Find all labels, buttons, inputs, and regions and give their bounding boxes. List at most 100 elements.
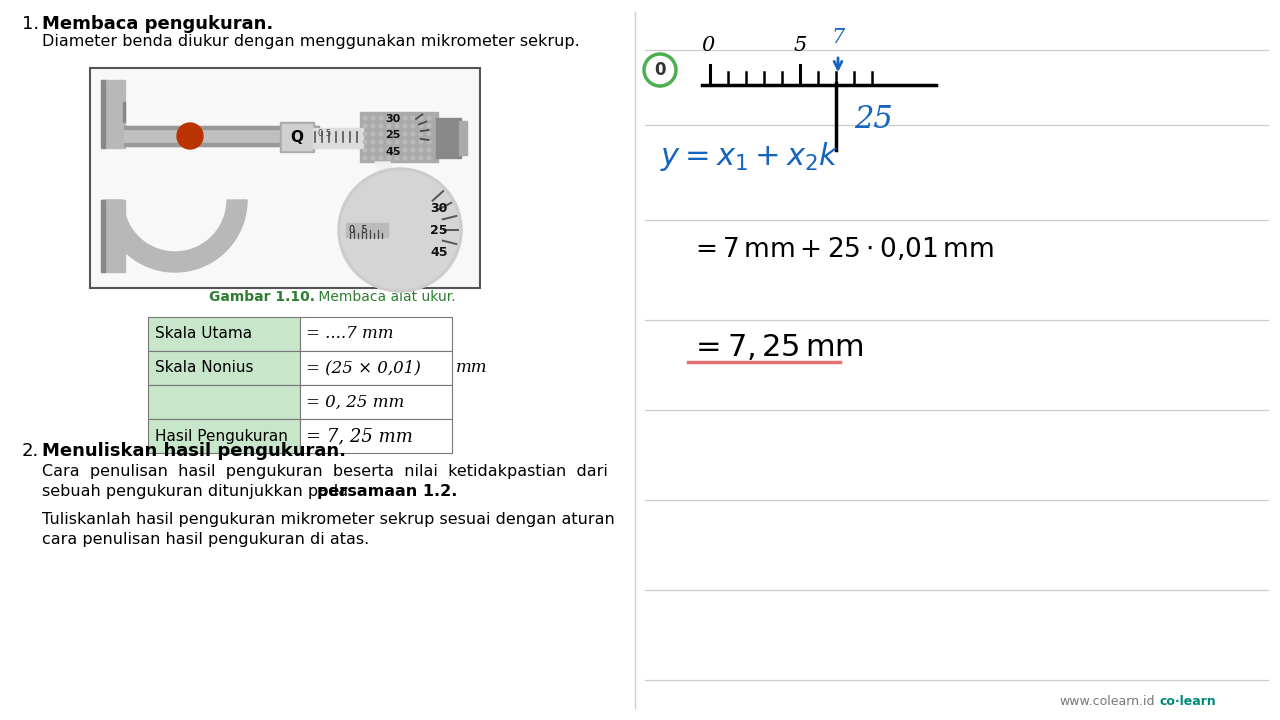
Circle shape (428, 148, 431, 152)
Bar (300, 317, 452, 351)
Text: 0 5: 0 5 (317, 130, 332, 138)
Circle shape (379, 156, 383, 160)
Circle shape (177, 123, 204, 149)
Circle shape (364, 124, 367, 127)
Circle shape (379, 116, 383, 120)
Circle shape (387, 148, 390, 152)
Text: 25: 25 (385, 130, 401, 140)
Circle shape (411, 156, 415, 160)
Text: 25: 25 (854, 104, 892, 135)
Circle shape (403, 156, 407, 160)
Circle shape (403, 140, 407, 144)
Circle shape (396, 132, 399, 136)
Text: Menuliskan hasil pengukuran.: Menuliskan hasil pengukuran. (42, 442, 346, 460)
Bar (314, 128, 364, 148)
Text: 45: 45 (385, 147, 401, 157)
Circle shape (428, 156, 431, 160)
Circle shape (403, 124, 407, 127)
Circle shape (420, 116, 422, 120)
Bar (90, 68, 480, 288)
Circle shape (411, 148, 415, 152)
Text: Skala Utama: Skala Utama (155, 326, 252, 341)
Circle shape (428, 140, 431, 144)
Circle shape (379, 140, 383, 144)
Circle shape (371, 156, 375, 160)
Text: Hasil Pengukuran: Hasil Pengukuran (155, 428, 288, 444)
Circle shape (364, 140, 367, 144)
Circle shape (403, 132, 407, 136)
Text: 1.: 1. (22, 15, 40, 33)
Bar (346, 223, 388, 237)
Circle shape (387, 132, 390, 136)
Text: 2.: 2. (22, 442, 40, 460)
Circle shape (338, 168, 462, 292)
Text: www.colearn.id: www.colearn.id (1060, 695, 1155, 708)
Circle shape (371, 124, 375, 127)
Circle shape (364, 132, 367, 136)
Text: Skala Nonius: Skala Nonius (155, 361, 253, 376)
Text: = 7, 25 mm: = 7, 25 mm (306, 427, 413, 445)
Bar (124, 126, 319, 146)
Bar (124, 143, 319, 146)
Bar (148, 351, 300, 385)
Text: Tuliskanlah hasil pengukuran mikrometer sekrup sesuai dengan aturan: Tuliskanlah hasil pengukuran mikrometer … (42, 512, 614, 527)
Bar (300, 351, 452, 385)
Circle shape (428, 124, 431, 127)
Circle shape (371, 148, 375, 152)
Text: sebuah pengukuran ditunjukkan pada: sebuah pengukuran ditunjukkan pada (42, 484, 353, 499)
Bar (123, 102, 125, 122)
Bar (360, 112, 438, 162)
Circle shape (387, 116, 390, 120)
Circle shape (396, 140, 399, 144)
Circle shape (387, 140, 390, 144)
Circle shape (340, 171, 460, 289)
Circle shape (396, 124, 399, 127)
Text: co·learn: co·learn (1160, 695, 1217, 708)
Polygon shape (375, 162, 399, 192)
Circle shape (371, 116, 375, 120)
Circle shape (403, 148, 407, 152)
Text: 30: 30 (430, 202, 448, 215)
Bar (124, 126, 319, 129)
Bar (300, 419, 452, 453)
Circle shape (420, 156, 422, 160)
Circle shape (364, 156, 367, 160)
Circle shape (396, 148, 399, 152)
Polygon shape (102, 200, 247, 272)
Circle shape (379, 132, 383, 136)
Bar (148, 317, 300, 351)
Bar (148, 385, 300, 419)
Circle shape (387, 156, 390, 160)
Text: = (25 × 0,01): = (25 × 0,01) (306, 359, 421, 377)
Bar (282, 124, 312, 150)
Circle shape (371, 132, 375, 136)
Circle shape (396, 156, 399, 160)
Text: = 0, 25 mm: = 0, 25 mm (306, 394, 404, 410)
Bar (460, 121, 467, 155)
Text: = ....7 mm: = ....7 mm (306, 325, 393, 343)
Circle shape (420, 148, 422, 152)
Circle shape (411, 140, 415, 144)
Text: Membaca pengukuran.: Membaca pengukuran. (42, 15, 273, 33)
Text: Cara  penulisan  hasil  pengukuran  beserta  nilai  ketidakpastian  dari: Cara penulisan hasil pengukuran beserta … (42, 464, 608, 479)
Text: mm: mm (456, 359, 488, 377)
Text: 25: 25 (430, 223, 448, 236)
Circle shape (371, 140, 375, 144)
Circle shape (411, 116, 415, 120)
Circle shape (420, 124, 422, 127)
Text: Membaca alat ukur.: Membaca alat ukur. (314, 290, 456, 304)
Circle shape (396, 116, 399, 120)
Bar (102, 80, 125, 148)
Circle shape (420, 132, 422, 136)
Circle shape (411, 124, 415, 127)
Text: 30: 30 (385, 114, 401, 124)
Text: persamaan 1.2.: persamaan 1.2. (317, 484, 457, 499)
Circle shape (403, 116, 407, 120)
Text: 0: 0 (701, 36, 714, 55)
Circle shape (428, 132, 431, 136)
Bar (102, 200, 125, 272)
Bar (436, 118, 461, 158)
Text: 0: 0 (654, 61, 666, 79)
Text: $y = x_1 + x_2 k$: $y = x_1 + x_2 k$ (660, 140, 840, 173)
Circle shape (364, 148, 367, 152)
